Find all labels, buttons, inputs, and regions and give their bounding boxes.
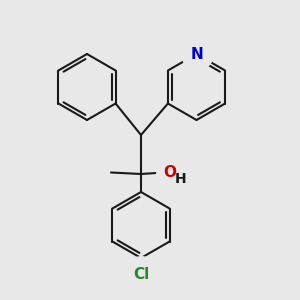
Text: H: H	[175, 172, 187, 186]
Text: Cl: Cl	[133, 267, 149, 282]
Text: O: O	[163, 165, 176, 180]
Text: N: N	[190, 46, 203, 62]
